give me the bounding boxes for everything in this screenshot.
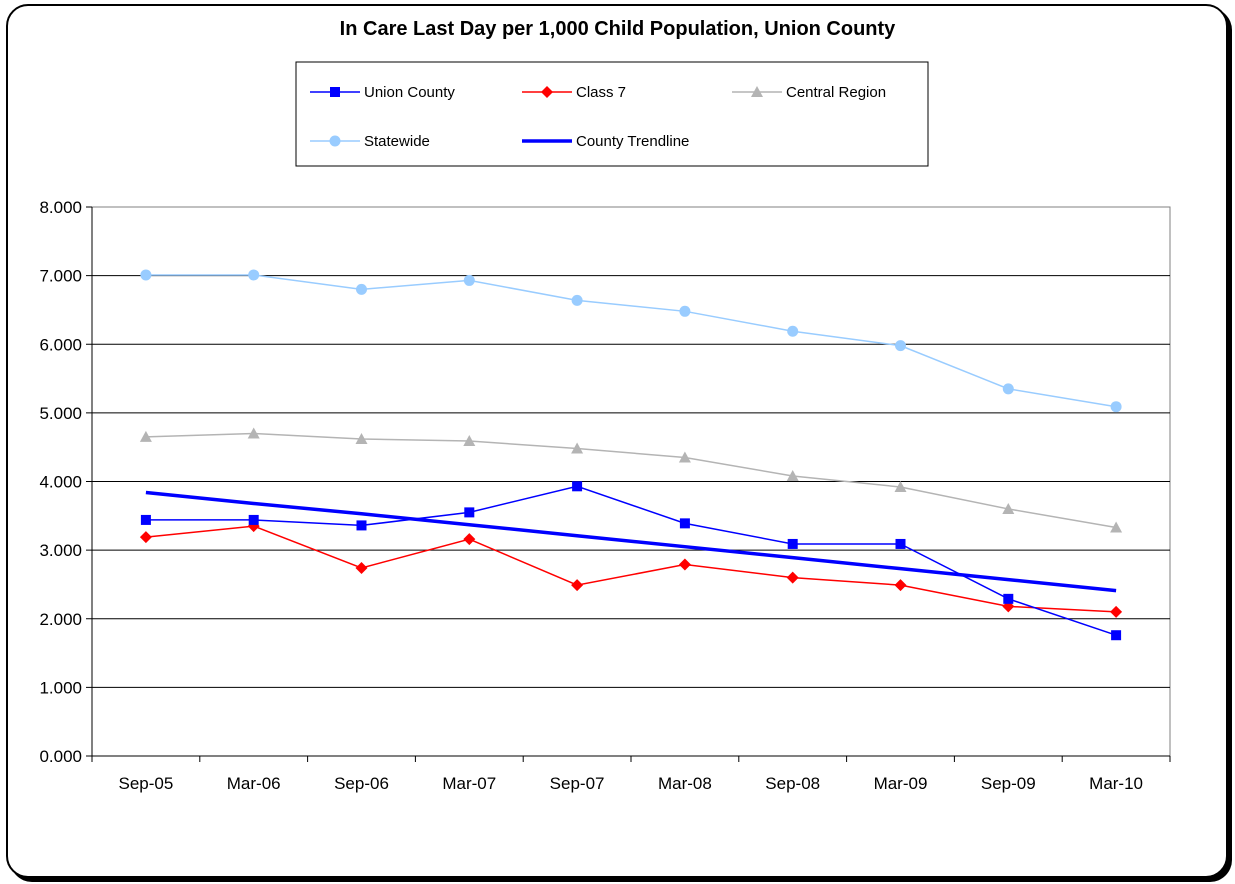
x-tick-label: Sep-08	[765, 774, 820, 793]
legend-marker-central-region	[751, 86, 763, 97]
data-point-class-7	[678, 558, 691, 571]
data-point-central-region	[139, 430, 152, 442]
data-point-statewide	[1110, 401, 1122, 413]
series-line-central-region	[145, 432, 1117, 529]
data-point-central-region	[894, 480, 907, 492]
data-point-statewide	[895, 340, 906, 352]
y-tick-label: 3.000	[39, 541, 82, 560]
legend-box	[295, 61, 929, 167]
data-point-statewide	[679, 305, 691, 317]
y-tick-label: 2.000	[39, 610, 82, 629]
y-tick-label: 4.000	[39, 473, 82, 492]
x-tick-label: Sep-06	[334, 774, 389, 793]
y-tick-label: 0.000	[39, 747, 82, 766]
data-point-union-county	[572, 481, 583, 492]
data-point-statewide	[787, 325, 799, 337]
legend-marker-class-7	[541, 86, 553, 98]
data-point-union-county	[464, 507, 475, 518]
series-line-statewide	[145, 274, 1117, 408]
y-tick-label: 1.000	[39, 678, 82, 697]
y-tick-label: 7.000	[39, 267, 82, 286]
x-tick-label: Mar-06	[227, 774, 281, 793]
data-point-union-county	[787, 538, 798, 549]
data-point-statewide	[463, 274, 475, 286]
data-point-class-7	[463, 533, 476, 546]
x-tick-label: Mar-10	[1089, 774, 1143, 793]
legend-label-central-region: Central Region	[786, 84, 886, 101]
legend-label-county-trendline: County Trendline	[576, 133, 689, 150]
data-point-union-county	[895, 538, 906, 549]
legend-marker-union-county	[330, 87, 340, 97]
data-point-statewide	[571, 294, 583, 306]
data-point-class-7	[894, 579, 907, 592]
data-point-central-region	[247, 427, 260, 439]
y-tick-label: 8.000	[39, 198, 82, 217]
data-point-class-7	[571, 579, 584, 592]
legend-label-statewide: Statewide	[364, 133, 430, 150]
data-point-statewide	[1002, 383, 1014, 395]
data-point-central-region	[1110, 521, 1123, 533]
series-line-class-7	[145, 525, 1117, 613]
series-line-union-county	[145, 485, 1117, 636]
data-point-class-7	[355, 561, 368, 574]
legend-label-union-county: Union County	[364, 84, 455, 101]
data-point-central-region	[678, 451, 691, 463]
data-point-class-7	[786, 571, 799, 584]
x-tick-label: Sep-05	[118, 774, 173, 793]
x-tick-label: Mar-08	[658, 774, 712, 793]
data-point-class-7	[1110, 605, 1123, 618]
series-line-county-trendline	[145, 490, 1117, 593]
legend-marker-statewide	[329, 135, 341, 147]
y-tick-label: 6.000	[39, 335, 82, 354]
x-tick-label: Sep-09	[981, 774, 1036, 793]
x-tick-label: Sep-07	[550, 774, 605, 793]
data-point-central-region	[786, 470, 799, 482]
data-point-union-county	[248, 514, 259, 525]
data-point-union-county	[679, 518, 690, 529]
data-point-union-county	[140, 514, 151, 525]
data-point-class-7	[139, 531, 152, 544]
chart-title: In Care Last Day per 1,000 Child Populat…	[339, 18, 896, 40]
data-point-union-county	[356, 520, 367, 531]
data-point-statewide	[140, 269, 152, 281]
y-tick-label: 5.000	[39, 404, 82, 423]
x-tick-label: Mar-09	[874, 774, 928, 793]
legend-label-class-7: Class 7	[576, 84, 626, 101]
data-point-central-region	[1002, 502, 1015, 514]
data-point-statewide	[356, 283, 367, 295]
data-point-central-region	[355, 432, 368, 444]
data-point-union-county	[1003, 593, 1014, 604]
data-point-central-region	[571, 442, 584, 454]
data-point-central-region	[463, 435, 476, 447]
data-point-statewide	[248, 269, 260, 281]
data-point-union-county	[1111, 630, 1122, 641]
x-tick-label: Mar-07	[442, 774, 496, 793]
